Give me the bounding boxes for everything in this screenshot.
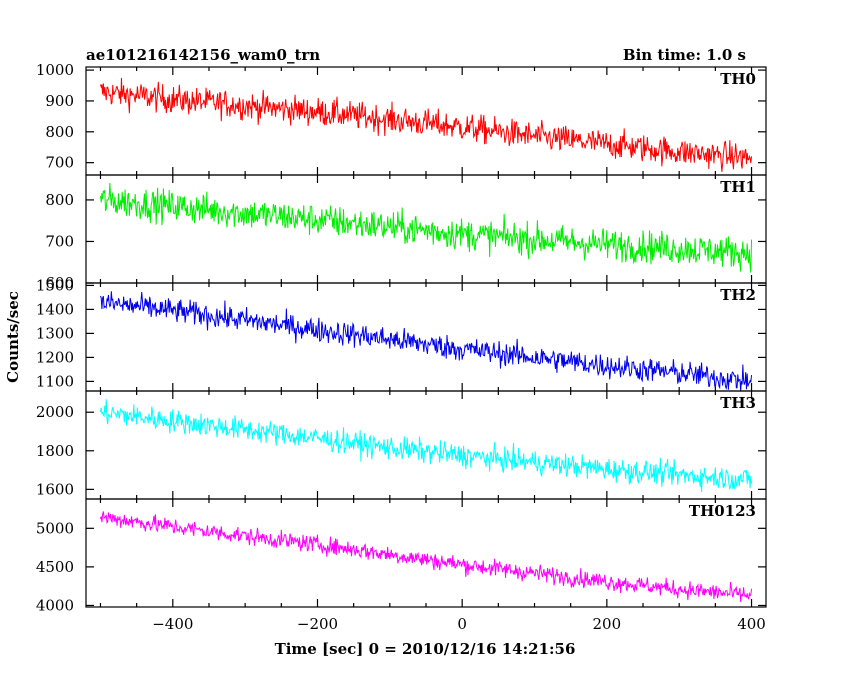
y-tick-label: 700 <box>45 232 74 250</box>
x-tick-label: −200 <box>297 615 338 633</box>
y-tick-label: 4500 <box>36 558 74 576</box>
y-tick-label: 2000 <box>36 403 74 421</box>
panel-label: TH0123 <box>689 502 756 520</box>
series-line-th3 <box>99 399 753 492</box>
y-tick-label: 1000 <box>36 61 74 79</box>
x-axis: −400 −200 0 200 400 <box>152 615 766 633</box>
y-tick-label: 1500 <box>36 276 74 294</box>
panel-label: TH2 <box>720 286 756 304</box>
panel-th0: TH0 700 800 900 1000 <box>36 61 767 176</box>
y-tick-label: 1600 <box>36 480 74 498</box>
y-tick-label: 1200 <box>36 348 74 366</box>
y-tick-label: 800 <box>45 191 74 209</box>
y-tick-label: 1400 <box>36 300 74 318</box>
y-tick-label: 900 <box>45 92 74 110</box>
panels: TH0 700 800 900 1000 TH1 600 700 800 TH2 1100 1200 1… <box>36 61 767 614</box>
x-tick-label: 200 <box>593 615 622 633</box>
x-tick-label: 400 <box>737 615 766 633</box>
series-line-th0 <box>99 77 753 172</box>
header-bin-time: Bin time: 1.0 s <box>623 46 746 64</box>
y-tick-label: 1300 <box>36 324 74 342</box>
panel-frame <box>85 498 767 608</box>
header-title: ae101216142156_wam0_trn <box>86 46 320 64</box>
panel-label: TH1 <box>720 178 756 196</box>
series-line-th0123 <box>99 511 753 602</box>
x-axis-label: Time [sec] 0 = 2010/12/16 14:21:56 <box>275 640 576 658</box>
panel-th2: TH2 1100 1200 1300 1400 1500 <box>36 276 767 392</box>
panel-label: TH0 <box>720 70 756 88</box>
y-tick-label: 1800 <box>36 442 74 460</box>
panel-frame <box>85 390 767 500</box>
panel-label: TH3 <box>720 394 756 412</box>
series-line-th1 <box>99 183 753 273</box>
panel-th1: TH1 600 700 800 <box>45 174 767 292</box>
panel-th0123: TH0123 4000 4500 5000 <box>36 498 767 614</box>
y-tick-label: 1100 <box>36 372 74 390</box>
series-line-th2 <box>100 291 753 391</box>
y-tick-label: 5000 <box>36 519 74 537</box>
y-tick-label: 700 <box>45 154 74 172</box>
x-tick-label: 0 <box>457 615 467 633</box>
x-tick-label: −400 <box>152 615 193 633</box>
y-axis-label: Counts/sec <box>4 291 22 383</box>
y-tick-label: 800 <box>45 123 74 141</box>
y-tick-label: 4000 <box>36 596 74 614</box>
y-tick-label: 600 <box>45 274 74 292</box>
panel-th3: TH3 1600 1800 2000 <box>36 390 767 500</box>
